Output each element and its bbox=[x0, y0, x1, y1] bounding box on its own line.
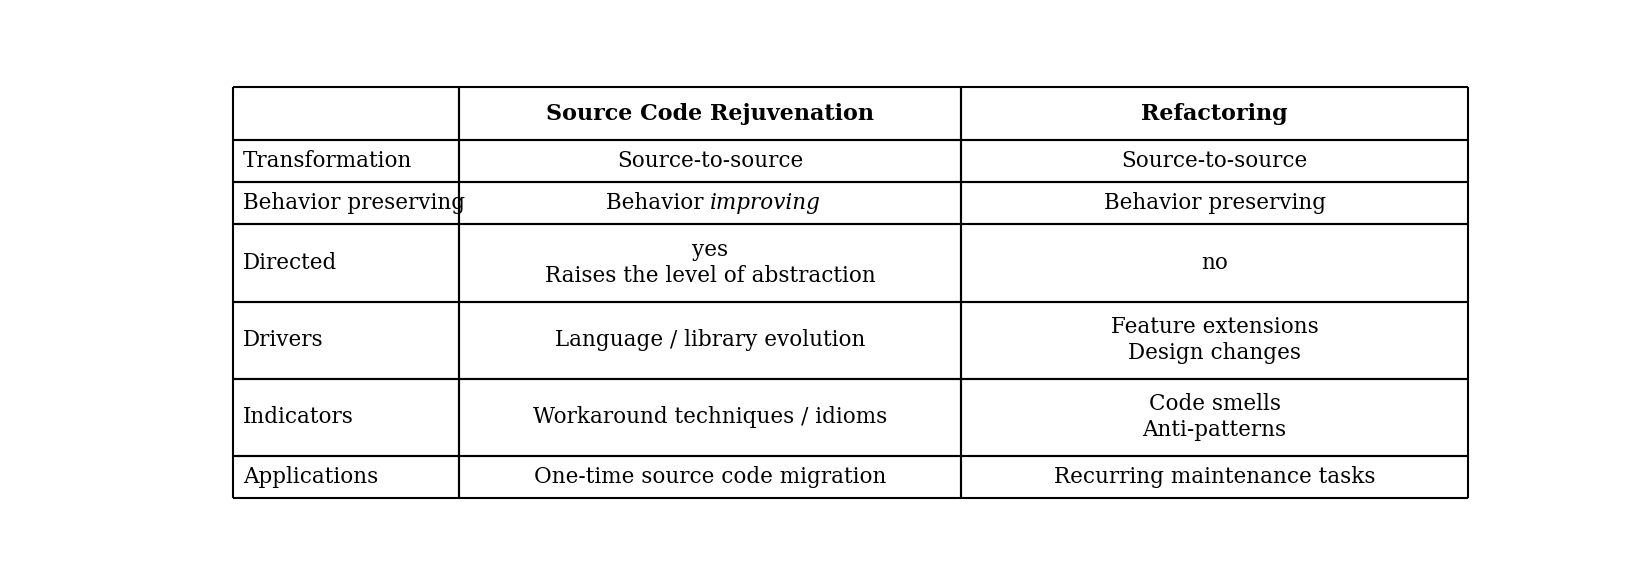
Text: Code smells: Code smells bbox=[1148, 393, 1281, 415]
Text: Transformation: Transformation bbox=[242, 150, 413, 172]
Text: Design changes: Design changes bbox=[1129, 342, 1301, 364]
Text: One-time source code migration: One-time source code migration bbox=[534, 466, 886, 488]
Text: Refactoring: Refactoring bbox=[1142, 103, 1287, 125]
Text: Applications: Applications bbox=[242, 466, 378, 488]
Text: Behavior: Behavior bbox=[606, 192, 709, 214]
Text: Behavior preserving: Behavior preserving bbox=[1104, 192, 1325, 214]
Text: Workaround techniques / idioms: Workaround techniques / idioms bbox=[532, 407, 888, 429]
Text: improving: improving bbox=[709, 192, 821, 214]
Text: Raises the level of abstraction: Raises the level of abstraction bbox=[545, 265, 875, 287]
Text: Language / library evolution: Language / library evolution bbox=[555, 329, 865, 351]
Text: Directed: Directed bbox=[242, 252, 337, 274]
Text: Indicators: Indicators bbox=[242, 407, 354, 429]
Text: Anti-patterns: Anti-patterns bbox=[1143, 419, 1287, 441]
Text: Feature extensions: Feature extensions bbox=[1111, 316, 1319, 338]
Text: no: no bbox=[1201, 252, 1228, 274]
Text: Recurring maintenance tasks: Recurring maintenance tasks bbox=[1053, 466, 1376, 488]
Text: Drivers: Drivers bbox=[242, 329, 323, 351]
Text: Source-to-source: Source-to-source bbox=[1122, 150, 1307, 172]
Text: Source Code Rejuvenation: Source Code Rejuvenation bbox=[545, 103, 875, 125]
Text: Behavior preserving: Behavior preserving bbox=[242, 192, 465, 214]
Text: yes: yes bbox=[691, 239, 729, 261]
Text: Source-to-source: Source-to-source bbox=[618, 150, 803, 172]
